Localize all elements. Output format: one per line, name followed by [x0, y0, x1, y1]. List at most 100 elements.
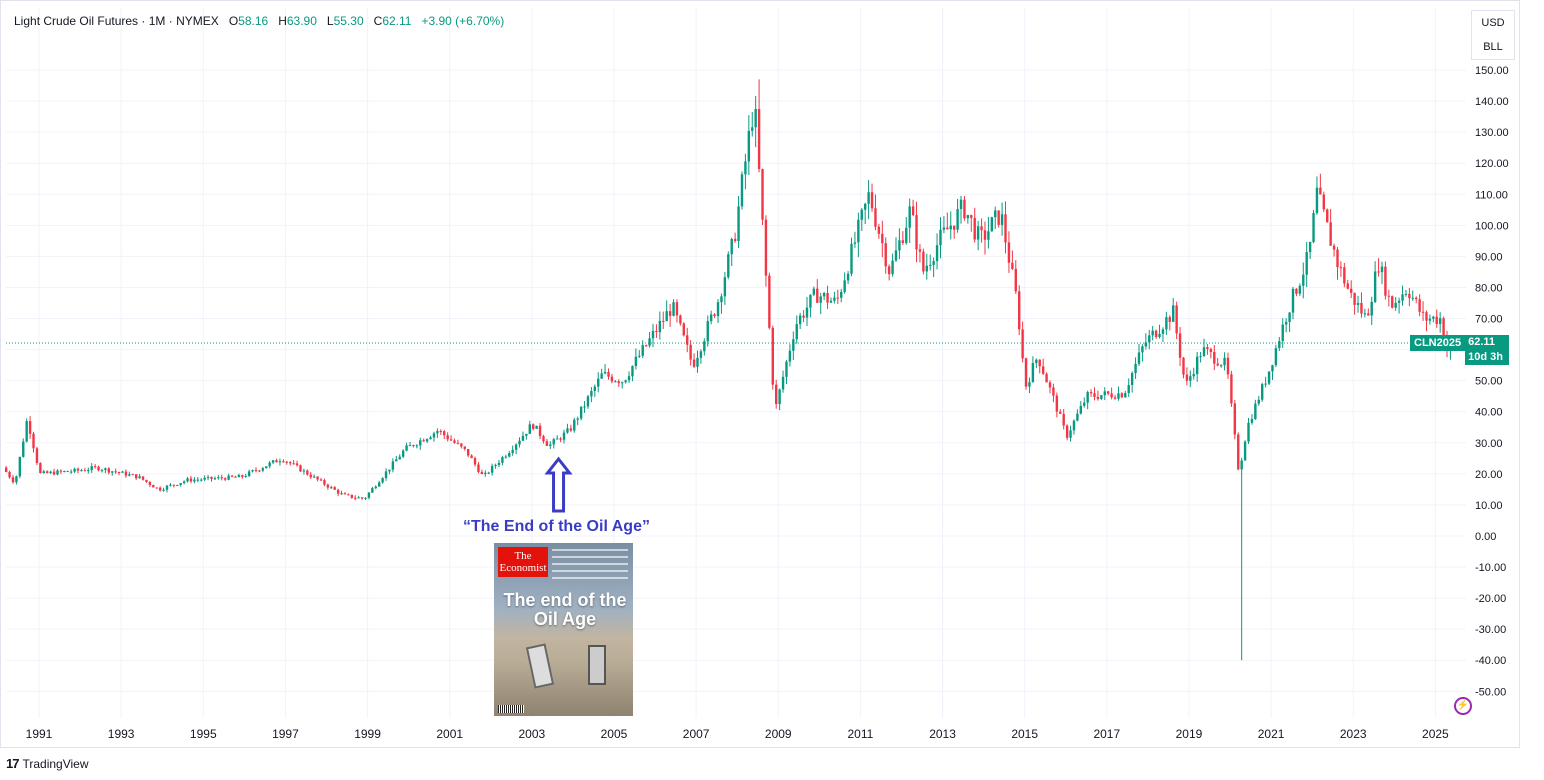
candle-body [651, 330, 655, 339]
candle-body [1189, 376, 1192, 381]
candle-body [179, 483, 182, 486]
candle-body [357, 497, 360, 499]
candle-body [1360, 303, 1363, 314]
candle-body [816, 288, 819, 303]
candle-body [1237, 434, 1240, 470]
currency-unit-selector[interactable]: USD BLL [1471, 10, 1515, 60]
x-tick-label: 2001 [436, 727, 463, 741]
price-tag-symbol: CLN2025 [1410, 335, 1466, 351]
interval-label[interactable]: 1M [148, 14, 166, 28]
candle-body [535, 425, 538, 429]
price-tag-value-box: 62.11 10d 3h [1465, 335, 1510, 365]
candle-body [350, 494, 354, 498]
change-value: +3.90 (+6.70%) [421, 14, 505, 28]
candle-body [1336, 249, 1339, 268]
candle-body [377, 482, 381, 487]
candle-body [56, 470, 59, 475]
candle-body [200, 479, 203, 481]
candle-body [46, 471, 49, 473]
candle-body [1346, 283, 1349, 289]
candle-body [15, 476, 18, 483]
candle-body [514, 444, 518, 450]
candle-body [956, 209, 959, 230]
candle-body [620, 382, 624, 384]
x-tick-label: 2007 [683, 727, 710, 741]
footer-brand[interactable]: 17 TradingView [6, 756, 89, 771]
candle-body [360, 497, 364, 499]
candle-body [915, 215, 918, 250]
unit-label[interactable]: BLL [1483, 41, 1503, 53]
candle-body [836, 297, 840, 299]
candle-body [911, 206, 915, 216]
y-axis[interactable]: 150.00 140.00 130.00 120.00 110.00 100.00 90.0… [1475, 65, 1509, 698]
candle-body [555, 438, 559, 440]
x-tick-label: 2023 [1340, 727, 1367, 741]
candle-body [624, 380, 627, 383]
candle-body [374, 486, 377, 489]
candle-body [244, 475, 247, 477]
candle-body [538, 425, 542, 437]
candle-body [709, 314, 713, 322]
x-tick-label: 2025 [1422, 727, 1449, 741]
candle-body [1349, 288, 1353, 293]
candle-body [107, 468, 111, 473]
candle-body [223, 478, 227, 480]
candle-body [593, 386, 597, 391]
candle-body [124, 471, 128, 476]
price-chart[interactable]: 150.00 140.00 130.00 120.00 110.00 100.00 90.0… [0, 0, 1544, 750]
candle-body [894, 250, 898, 261]
high-label: H [278, 14, 287, 28]
candle-body [388, 469, 391, 472]
candle-body [66, 471, 69, 473]
candle-body [1206, 347, 1209, 350]
candle-body [884, 243, 887, 267]
candle-body [1363, 313, 1367, 315]
candle-body [949, 225, 952, 230]
candle-body [1141, 346, 1144, 353]
candle-body [1106, 391, 1110, 394]
x-tick-label: 1993 [108, 727, 135, 741]
candle-body [439, 431, 443, 433]
candle-body [1418, 299, 1421, 312]
candle-body [1247, 422, 1250, 442]
lightning-icon[interactable]: ⚡ [1454, 697, 1472, 715]
candle-body [182, 481, 186, 484]
candle-body [545, 441, 549, 446]
candle-body [364, 497, 367, 499]
currency-label[interactable]: USD [1481, 17, 1505, 29]
candle-body [446, 435, 449, 440]
candle-body [860, 209, 863, 220]
candle-body [419, 440, 422, 446]
candle-body [59, 470, 63, 472]
candle-body [145, 479, 148, 482]
candle-body [1343, 267, 1346, 284]
candle-body [234, 476, 237, 478]
candle-body [1404, 293, 1408, 295]
candle-body [939, 229, 942, 246]
candle-body [456, 442, 460, 444]
candle-body [1322, 194, 1326, 210]
candle-body [336, 489, 340, 494]
candle-body [436, 431, 439, 434]
candle-body [1384, 266, 1387, 296]
candle-body [487, 472, 490, 474]
candle-body [1113, 397, 1117, 399]
x-axis[interactable]: 1991 1993 1995 1997 1999 2001 2003 2005 2007 2009… [26, 727, 1449, 741]
candle-body [241, 475, 244, 477]
candle-body [905, 227, 908, 243]
candle-body [8, 471, 11, 478]
exchange-label: NYMEX [176, 14, 219, 28]
symbol-name[interactable]: Light Crude Oil Futures [14, 14, 139, 28]
candle-body [1219, 365, 1223, 367]
candle-body [480, 472, 484, 474]
candle-body [1076, 413, 1079, 421]
candle-body [1254, 403, 1257, 420]
candle-body [1267, 371, 1271, 384]
candle-body [761, 168, 764, 220]
candle-body [703, 341, 706, 352]
candle-body [425, 439, 429, 442]
candle-body [1302, 274, 1305, 286]
candle-body [867, 192, 870, 204]
candle-body [299, 465, 302, 472]
candle-body [870, 192, 874, 209]
